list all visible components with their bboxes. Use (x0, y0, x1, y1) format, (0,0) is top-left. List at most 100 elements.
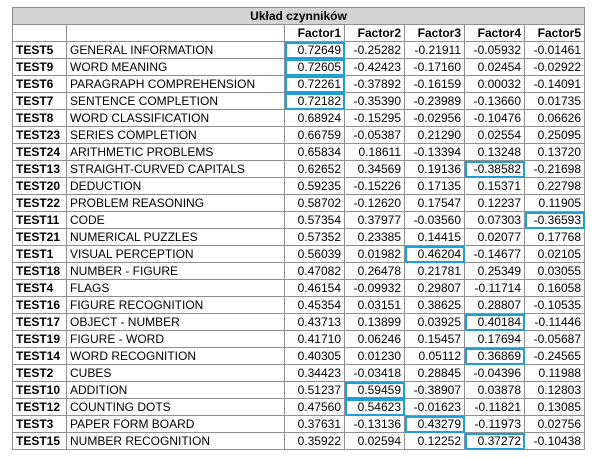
table-title: Układ czynników (11, 7, 586, 25)
loading-cell: -0.21698 (523, 160, 586, 178)
loading-cell: -0.03560 (404, 211, 465, 229)
loading-cell: 0.01735 (523, 92, 586, 110)
loading-cell-highlighted: 0.72261 (284, 75, 345, 93)
loading-cell: 0.11988 (523, 364, 586, 382)
row-id-cell: TEST9 (12, 58, 67, 76)
loading-cell: 0.17135 (404, 177, 465, 195)
loading-cell-highlighted: 0.54623 (344, 398, 405, 416)
loading-cell: 0.12803 (523, 381, 586, 399)
row-label-cell: ADDITION (66, 381, 285, 399)
loading-cell: 0.02077 (464, 228, 525, 246)
loading-cell: -0.05932 (464, 41, 525, 59)
table-row: TEST17 OBJECT - NUMBER 0.43713 0.13899 0.039… (12, 313, 586, 331)
row-label-cell: SERIES COMPLETION (66, 126, 285, 144)
loading-cell: 0.51237 (284, 381, 345, 399)
loading-cell: 0.06246 (344, 330, 405, 348)
row-label-cell: WORD MEANING (66, 58, 285, 76)
loading-cell: 0.03055 (523, 262, 586, 280)
loading-cell-highlighted: 0.43279 (404, 415, 465, 433)
row-label-cell: PARAGRAPH COMPREHENSION (66, 75, 285, 93)
loading-cell: -0.03418 (344, 364, 405, 382)
loading-cell-highlighted: -0.38582 (464, 160, 525, 178)
loading-cell: 0.07303 (464, 211, 525, 229)
row-id-cell: TEST7 (12, 92, 67, 110)
row-id-cell: TEST23 (12, 126, 67, 144)
loading-cell-highlighted: 0.37272 (464, 432, 525, 450)
loading-cell: 0.68924 (284, 109, 345, 127)
row-id-cell: TEST21 (12, 228, 67, 246)
loading-cell: 0.03878 (464, 381, 525, 399)
loading-cell: -0.37892 (344, 75, 405, 93)
loading-cell: -0.23989 (404, 92, 465, 110)
row-label-cell: OBJECT - NUMBER (66, 313, 285, 331)
loading-cell: 0.12252 (404, 432, 465, 450)
row-label-cell: PROBLEM REASONING (66, 194, 285, 212)
row-label-cell: NUMERICAL PUZZLES (66, 228, 285, 246)
row-label-cell: VISUAL PERCEPTION (66, 245, 285, 263)
row-id-cell: TEST19 (12, 330, 67, 348)
loading-cell: -0.24565 (523, 347, 586, 365)
row-label-cell: CUBES (66, 364, 285, 382)
loading-cell: -0.04396 (464, 364, 525, 382)
loading-cell: 0.03925 (404, 313, 465, 331)
row-label-cell: CODE (66, 211, 285, 229)
loading-cell: -0.13394 (404, 143, 465, 161)
row-id-cell: TEST8 (12, 109, 67, 127)
factor-loadings-panel: Układ czynników Factor1 Factor2 Factor3 … (11, 7, 586, 450)
loading-cell-highlighted: 0.72182 (284, 92, 345, 110)
table-row: TEST8 WORD CLASSIFICATION 0.68924 -0.15295-… (12, 109, 586, 127)
loading-cell-highlighted: -0.36593 (523, 211, 586, 229)
loading-cell: 0.57352 (284, 228, 345, 246)
table-row: TEST12 COUNTING DOTS 0.47560 0.54623 -0.0162… (12, 398, 586, 416)
loading-cell: 0.66759 (284, 126, 345, 144)
loading-cell: 0.26478 (344, 262, 405, 280)
loading-cell-highlighted: 0.40184 (464, 313, 525, 331)
loading-cell: -0.15295 (344, 109, 405, 127)
factor-loadings-table: Układ czynników Factor1 Factor2 Factor3 … (11, 7, 586, 450)
loading-cell: -0.38907 (404, 381, 465, 399)
table-row: TEST2 CUBES 0.34423 -0.03418 0.28845 -0.04396… (12, 364, 586, 382)
loading-cell: -0.01623 (404, 398, 465, 416)
row-id-cell: TEST17 (12, 313, 67, 331)
table-row: TEST16 FIGURE RECOGNITION 0.45354 0.03151 0.… (12, 296, 586, 314)
loading-cell: 0.58702 (284, 194, 345, 212)
loading-cell: 0.03151 (344, 296, 405, 314)
loading-cell: 0.19136 (404, 160, 465, 178)
column-header-factor4: Factor4 (464, 24, 525, 42)
loading-cell: 0.15457 (404, 330, 465, 348)
loading-cell-highlighted: 0.59459 (344, 381, 405, 399)
row-label-cell: NUMBER - FIGURE (66, 262, 285, 280)
table-row: TEST1 VISUAL PERCEPTION 0.56039 0.01982 0.46… (12, 245, 586, 263)
loading-cell: 0.02105 (523, 245, 586, 263)
loading-cell: 0.15371 (464, 177, 525, 195)
row-label-cell: FIGURE RECOGNITION (66, 296, 285, 314)
loading-cell: -0.13136 (344, 415, 405, 433)
loading-cell: 0.01230 (344, 347, 405, 365)
loading-cell: -0.02956 (404, 109, 465, 127)
table-row: TEST10 ADDITION 0.51237 0.59459 -0.38907 0.03… (12, 381, 586, 399)
table-row: TEST13 STRAIGHT-CURVED CAPITALS 0.62652 0.3… (12, 160, 586, 178)
row-label-cell: DEDUCTION (66, 177, 285, 195)
table-row: TEST15 NUMBER RECOGNITION 0.35922 0.02594 0.… (12, 432, 586, 450)
loading-cell-highlighted: 0.36869 (464, 347, 525, 365)
table-body: TEST5 GENERAL INFORMATION 0.72649 -0.25282-… (12, 41, 586, 450)
loading-cell: 0.01982 (344, 245, 405, 263)
row-id-cell: TEST6 (12, 75, 67, 93)
loading-cell: -0.21911 (404, 41, 465, 59)
loading-cell: -0.05687 (523, 330, 586, 348)
loading-cell: 0.34569 (344, 160, 405, 178)
loading-cell: -0.10476 (464, 109, 525, 127)
loading-cell: -0.09932 (344, 279, 405, 297)
loading-cell: -0.12620 (344, 194, 405, 212)
row-label-cell: WORD CLASSIFICATION (66, 109, 285, 127)
row-label-cell: FIGURE - WORD (66, 330, 285, 348)
table-row: TEST11 CODE 0.57354 0.37977 -0.03560 0.07303-… (12, 211, 586, 229)
loading-cell: 0.02756 (523, 415, 586, 433)
loading-cell-highlighted: 0.46204 (404, 245, 465, 263)
row-label-cell: NUMBER RECOGNITION (66, 432, 285, 450)
loading-cell: 0.37631 (284, 415, 345, 433)
loading-cell: 0.21290 (404, 126, 465, 144)
table-row: TEST23 SERIES COMPLETION 0.66759 -0.05387 0.… (12, 126, 586, 144)
row-id-cell: TEST15 (12, 432, 67, 450)
loading-cell: 0.45354 (284, 296, 345, 314)
